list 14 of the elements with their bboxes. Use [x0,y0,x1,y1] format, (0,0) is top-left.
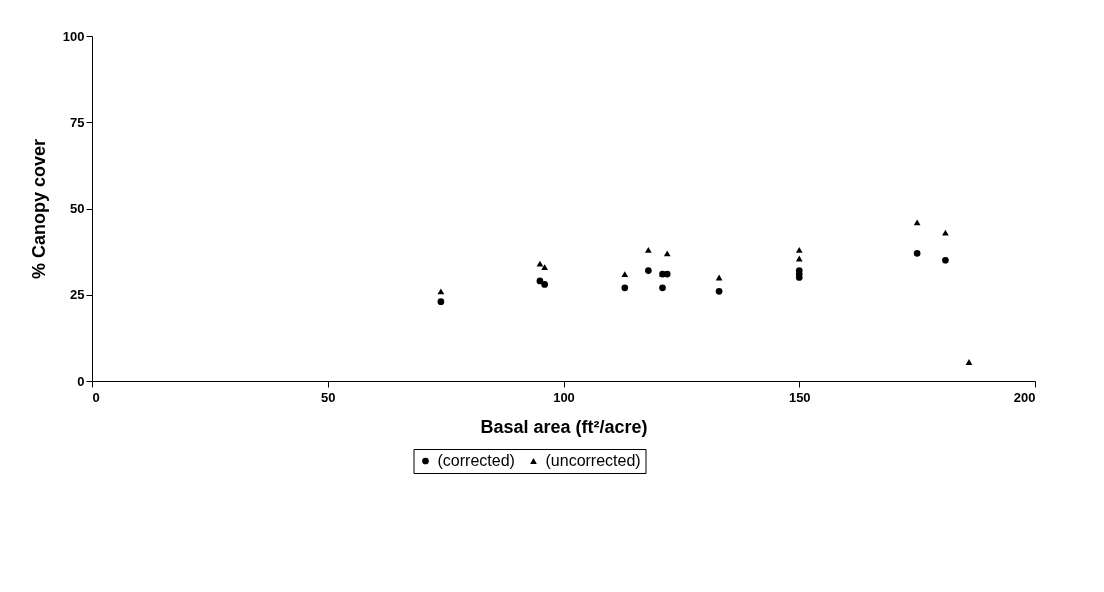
x-axis-title: Basal area (ft²/acre) [480,416,648,437]
x-tick-label: 150 [788,389,811,405]
y-tick-label: 25 [70,287,85,303]
y-tick-label: 100 [62,28,85,44]
legend-label: (corrected) [437,452,515,469]
x-tick-label: 200 [1013,389,1036,405]
y-axis-title: % Canopy cover [28,138,49,280]
x-tick-label: 0 [92,389,100,405]
legend-label: (uncorrected) [545,452,641,469]
y-tick-label: 75 [70,114,85,130]
y-tick-label: 50 [70,201,85,216]
x-tick-label: 50 [321,389,336,405]
x-tick-label: 100 [553,389,575,405]
y-tick-label: 0 [77,373,85,389]
